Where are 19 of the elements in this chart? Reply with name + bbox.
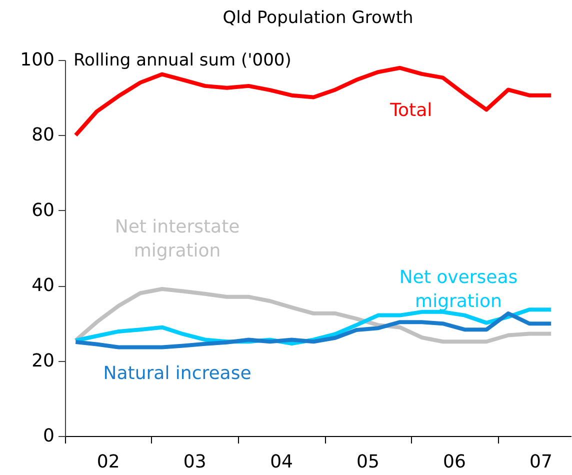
- x-tick-label: 05: [356, 452, 380, 472]
- y-tick-label: 20: [32, 350, 54, 372]
- x-tick-label: 07: [529, 452, 552, 472]
- y-axis-title: Rolling annual sum ('000): [74, 50, 292, 70]
- series-label: Total: [389, 100, 432, 121]
- chart-title: Qld Population Growth: [222, 8, 414, 28]
- series-label: Net interstate migration: [114, 216, 240, 262]
- y-tick-label: 60: [32, 200, 54, 221]
- y-tick-label: 0: [43, 426, 54, 446]
- series-label: Natural increase: [103, 362, 252, 384]
- x-tick-label: 02: [96, 452, 120, 472]
- line-series: [74, 286, 554, 344]
- x-tick-label: 06: [443, 452, 466, 472]
- series-label: Net overseas migration: [399, 267, 518, 312]
- y-tick-label: 40: [32, 275, 54, 296]
- y-tick-label: 80: [32, 124, 54, 146]
- y-tick-label: 100: [20, 50, 54, 70]
- x-tick-label: 03: [183, 452, 206, 472]
- x-tick-label: 04: [270, 452, 293, 472]
